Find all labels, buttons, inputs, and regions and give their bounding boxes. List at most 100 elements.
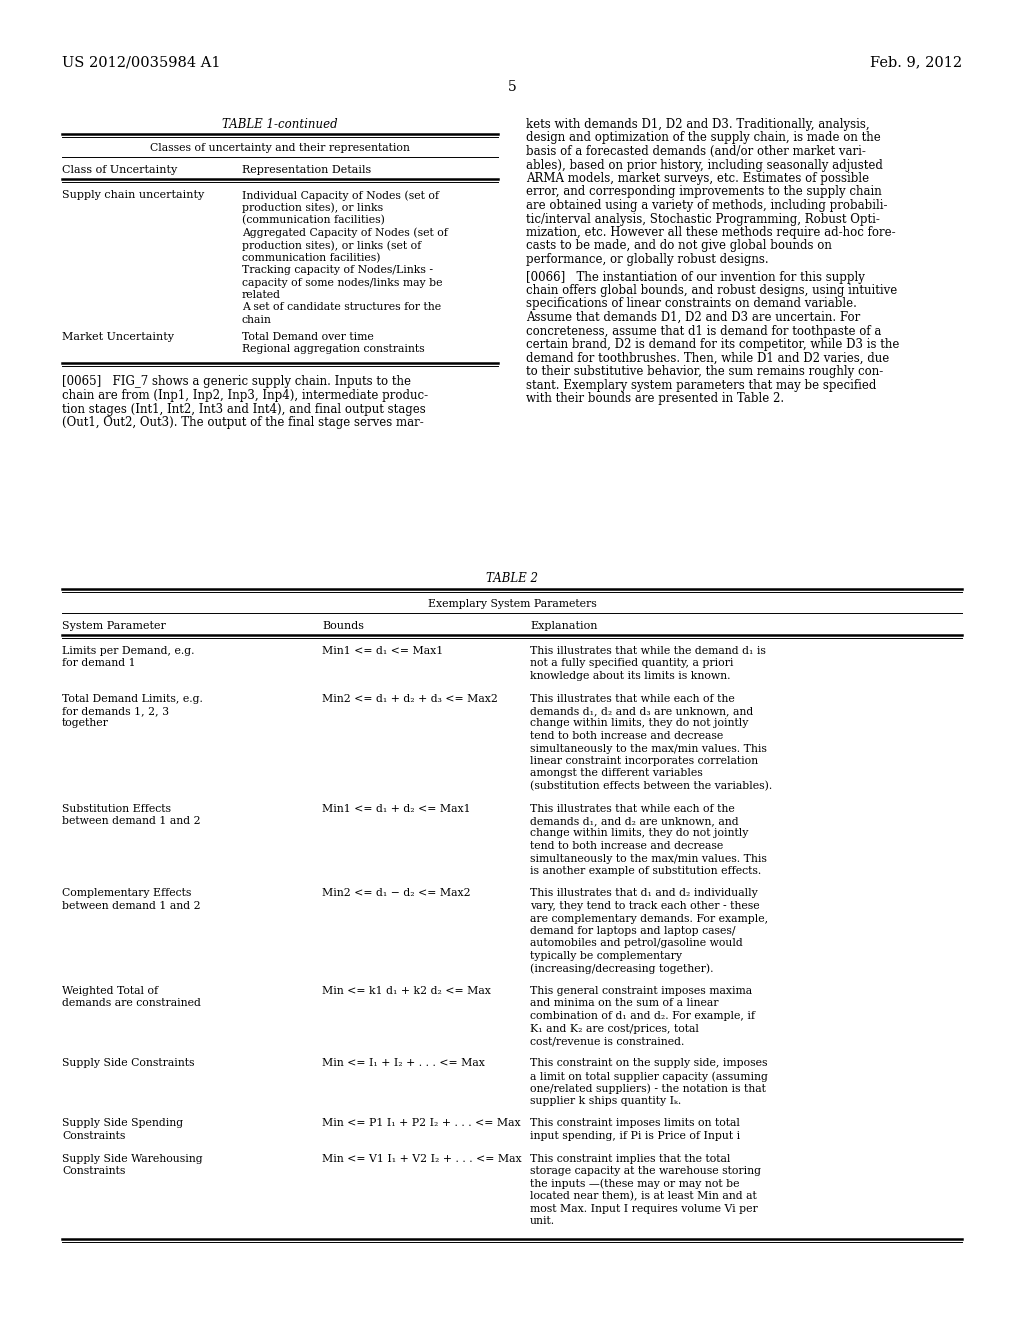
Text: Substitution Effects: Substitution Effects (62, 804, 171, 813)
Text: most Max. Input I requires volume Vi per: most Max. Input I requires volume Vi per (530, 1204, 758, 1213)
Text: Min <= I₁ + I₂ + . . . <= Max: Min <= I₁ + I₂ + . . . <= Max (322, 1059, 485, 1068)
Text: error, and corresponding improvements to the supply chain: error, and corresponding improvements to… (526, 186, 882, 198)
Text: basis of a forecasted demands (and/or other market vari-: basis of a forecasted demands (and/or ot… (526, 145, 866, 158)
Text: are obtained using a variety of methods, including probabili-: are obtained using a variety of methods,… (526, 199, 888, 213)
Text: K₁ and K₂ are cost/prices, total: K₁ and K₂ are cost/prices, total (530, 1023, 698, 1034)
Text: Regional aggregation constraints: Regional aggregation constraints (242, 345, 425, 354)
Text: [0065]   FIG_7 shows a generic supply chain. Inputs to the: [0065] FIG_7 shows a generic supply chai… (62, 375, 411, 388)
Text: Min <= V1 I₁ + V2 I₂ + . . . <= Max: Min <= V1 I₁ + V2 I₂ + . . . <= Max (322, 1154, 521, 1163)
Text: Min2 <= d₁ − d₂ <= Max2: Min2 <= d₁ − d₂ <= Max2 (322, 888, 471, 899)
Text: (substitution effects between the variables).: (substitution effects between the variab… (530, 781, 772, 791)
Text: This illustrates that d₁ and d₂ individually: This illustrates that d₁ and d₂ individu… (530, 888, 758, 899)
Text: This illustrates that while each of the: This illustrates that while each of the (530, 804, 735, 813)
Text: storage capacity at the warehouse storing: storage capacity at the warehouse storin… (530, 1166, 761, 1176)
Text: not a fully specified quantity, a priori: not a fully specified quantity, a priori (530, 659, 733, 668)
Text: demand for laptops and laptop cases/: demand for laptops and laptop cases/ (530, 927, 735, 936)
Text: chain offers global bounds, and robust designs, using intuitive: chain offers global bounds, and robust d… (526, 284, 897, 297)
Text: Bounds: Bounds (322, 620, 364, 631)
Text: input spending, if Pi is Price of Input i: input spending, if Pi is Price of Input … (530, 1131, 740, 1140)
Text: linear constraint incorporates correlation: linear constraint incorporates correlati… (530, 756, 758, 766)
Text: located near them), is at least Min and at: located near them), is at least Min and … (530, 1191, 757, 1201)
Text: the inputs —(these may or may not be: the inputs —(these may or may not be (530, 1179, 739, 1189)
Text: specifications of linear constraints on demand variable.: specifications of linear constraints on … (526, 297, 857, 310)
Text: System Parameter: System Parameter (62, 620, 166, 631)
Text: with their bounds are presented in Table 2.: with their bounds are presented in Table… (526, 392, 784, 405)
Text: tend to both increase and decrease: tend to both increase and decrease (530, 731, 723, 741)
Text: demands are constrained: demands are constrained (62, 998, 201, 1008)
Text: demand for toothbrushes. Then, while D1 and D2 varies, due: demand for toothbrushes. Then, while D1 … (526, 351, 889, 364)
Text: Min <= P1 I₁ + P2 I₂ + . . . <= Max: Min <= P1 I₁ + P2 I₂ + . . . <= Max (322, 1118, 520, 1129)
Text: Representation Details: Representation Details (242, 165, 372, 176)
Text: is another example of substitution effects.: is another example of substitution effec… (530, 866, 761, 876)
Text: and minima on the sum of a linear: and minima on the sum of a linear (530, 998, 719, 1008)
Text: communication facilities): communication facilities) (242, 252, 381, 263)
Text: kets with demands D1, D2 and D3. Traditionally, analysis,: kets with demands D1, D2 and D3. Traditi… (526, 117, 869, 131)
Text: related: related (242, 290, 281, 300)
Text: for demands 1, 2, 3: for demands 1, 2, 3 (62, 706, 169, 715)
Text: Market Uncertainty: Market Uncertainty (62, 331, 174, 342)
Text: Supply chain uncertainty: Supply chain uncertainty (62, 190, 204, 201)
Text: Aggregated Capacity of Nodes (set of: Aggregated Capacity of Nodes (set of (242, 227, 447, 238)
Text: This illustrates that while the demand d₁ is: This illustrates that while the demand d… (530, 645, 766, 656)
Text: one/related suppliers) - the notation is that: one/related suppliers) - the notation is… (530, 1084, 766, 1094)
Text: production sites), or links: production sites), or links (242, 202, 383, 213)
Text: simultaneously to the max/min values. This: simultaneously to the max/min values. Th… (530, 743, 767, 754)
Text: a limit on total supplier capacity (assuming: a limit on total supplier capacity (assu… (530, 1071, 768, 1081)
Text: Weighted Total of: Weighted Total of (62, 986, 158, 997)
Text: Complementary Effects: Complementary Effects (62, 888, 191, 899)
Text: stant. Exemplary system parameters that may be specified: stant. Exemplary system parameters that … (526, 379, 877, 392)
Text: Assume that demands D1, D2 and D3 are uncertain. For: Assume that demands D1, D2 and D3 are un… (526, 312, 860, 323)
Text: Total Demand Limits, e.g.: Total Demand Limits, e.g. (62, 693, 203, 704)
Text: concreteness, assume that d1 is demand for toothpaste of a: concreteness, assume that d1 is demand f… (526, 325, 882, 338)
Text: US 2012/0035984 A1: US 2012/0035984 A1 (62, 55, 220, 69)
Text: This illustrates that while each of the: This illustrates that while each of the (530, 693, 735, 704)
Text: to their substitutive behavior, the sum remains roughly con-: to their substitutive behavior, the sum … (526, 366, 884, 378)
Text: tic/interval analysis, Stochastic Programming, Robust Opti-: tic/interval analysis, Stochastic Progra… (526, 213, 880, 226)
Text: Total Demand over time: Total Demand over time (242, 331, 374, 342)
Text: Limits per Demand, e.g.: Limits per Demand, e.g. (62, 645, 195, 656)
Text: This constraint implies that the total: This constraint implies that the total (530, 1154, 730, 1163)
Text: automobiles and petrol/gasoline would: automobiles and petrol/gasoline would (530, 939, 742, 949)
Text: amongst the different variables: amongst the different variables (530, 768, 702, 779)
Text: ARMA models, market surveys, etc. Estimates of possible: ARMA models, market surveys, etc. Estima… (526, 172, 869, 185)
Text: between demand 1 and 2: between demand 1 and 2 (62, 816, 201, 826)
Text: ables), based on prior history, including seasonally adjusted: ables), based on prior history, includin… (526, 158, 883, 172)
Text: are complementary demands. For example,: are complementary demands. For example, (530, 913, 768, 924)
Text: demands d₁, and d₂ are unknown, and: demands d₁, and d₂ are unknown, and (530, 816, 738, 826)
Text: Individual Capacity of Nodes (set of: Individual Capacity of Nodes (set of (242, 190, 439, 201)
Text: This constraint imposes limits on total: This constraint imposes limits on total (530, 1118, 740, 1129)
Text: for demand 1: for demand 1 (62, 659, 135, 668)
Text: (Out1, Out2, Out3). The output of the final stage serves mar-: (Out1, Out2, Out3). The output of the fi… (62, 416, 424, 429)
Text: Constraints: Constraints (62, 1166, 125, 1176)
Text: chain: chain (242, 315, 272, 325)
Text: combination of d₁ and d₂. For example, if: combination of d₁ and d₂. For example, i… (530, 1011, 755, 1020)
Text: cost/revenue is constrained.: cost/revenue is constrained. (530, 1036, 684, 1045)
Text: Supply Side Constraints: Supply Side Constraints (62, 1059, 195, 1068)
Text: Supply Side Warehousing: Supply Side Warehousing (62, 1154, 203, 1163)
Text: mization, etc. However all these methods require ad-hoc fore-: mization, etc. However all these methods… (526, 226, 896, 239)
Text: 5: 5 (508, 81, 516, 94)
Text: together: together (62, 718, 109, 729)
Text: TABLE 1-continued: TABLE 1-continued (222, 117, 338, 131)
Text: Min2 <= d₁ + d₂ + d₃ <= Max2: Min2 <= d₁ + d₂ + d₃ <= Max2 (322, 693, 498, 704)
Text: tion stages (Int1, Int2, Int3 and Int4), and final output stages: tion stages (Int1, Int2, Int3 and Int4),… (62, 403, 426, 416)
Text: design and optimization of the supply chain, is made on the: design and optimization of the supply ch… (526, 132, 881, 144)
Text: (increasing/decreasing together).: (increasing/decreasing together). (530, 964, 714, 974)
Text: Min1 <= d₁ <= Max1: Min1 <= d₁ <= Max1 (322, 645, 443, 656)
Text: casts to be made, and do not give global bounds on: casts to be made, and do not give global… (526, 239, 831, 252)
Text: TABLE 2: TABLE 2 (486, 572, 538, 585)
Text: tend to both increase and decrease: tend to both increase and decrease (530, 841, 723, 851)
Text: knowledge about its limits is known.: knowledge about its limits is known. (530, 671, 730, 681)
Text: capacity of some nodes/links may be: capacity of some nodes/links may be (242, 277, 442, 288)
Text: Feb. 9, 2012: Feb. 9, 2012 (869, 55, 962, 69)
Text: This constraint on the supply side, imposes: This constraint on the supply side, impo… (530, 1059, 768, 1068)
Text: chain are from (Inp1, Inp2, Inp3, Inp4), intermediate produc-: chain are from (Inp1, Inp2, Inp3, Inp4),… (62, 389, 428, 403)
Text: Constraints: Constraints (62, 1131, 125, 1140)
Text: Explanation: Explanation (530, 620, 597, 631)
Text: demands d₁, d₂ and d₃ are unknown, and: demands d₁, d₂ and d₃ are unknown, and (530, 706, 754, 715)
Text: production sites), or links (set of: production sites), or links (set of (242, 240, 421, 251)
Text: [0066]   The instantiation of our invention for this supply: [0066] The instantiation of our inventio… (526, 271, 865, 284)
Text: unit.: unit. (530, 1216, 555, 1226)
Text: Tracking capacity of Nodes/Links -: Tracking capacity of Nodes/Links - (242, 265, 433, 275)
Text: (communication facilities): (communication facilities) (242, 215, 385, 226)
